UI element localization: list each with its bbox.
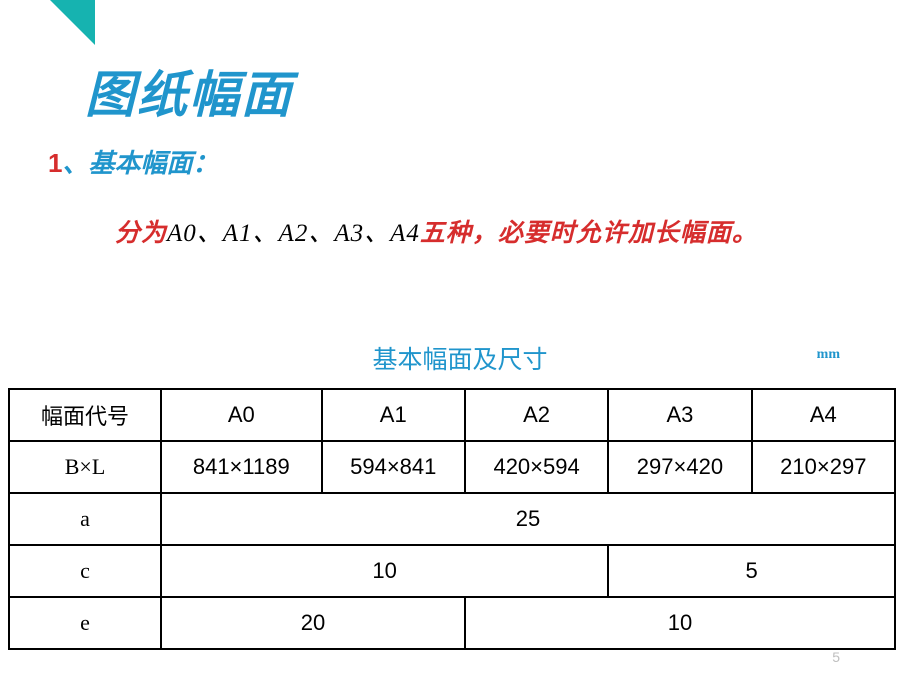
row-label: c (9, 545, 161, 597)
size-table: 幅面代号 A0 A1 A2 A3 A4 B×L 841×1189 594×841… (8, 388, 896, 650)
row-label: a (9, 493, 161, 545)
subtitle-text: 基本幅面： (88, 148, 218, 178)
desc-prefix: 分为 (115, 219, 167, 247)
cell: 20 (161, 597, 465, 649)
desc-list: A0、A1、A2、A3、A4 (167, 220, 420, 247)
cell: 420×594 (465, 441, 608, 493)
table-row: e 20 10 (9, 597, 895, 649)
decor-triangle (30, 0, 95, 45)
cell: 25 (161, 493, 895, 545)
table-row: B×L 841×1189 594×841 420×594 297×420 210… (9, 441, 895, 493)
cell: 5 (608, 545, 895, 597)
subtitle: 1、基本幅面： (48, 143, 219, 180)
col-header: A3 (608, 389, 751, 441)
table-unit: mm (817, 347, 840, 363)
cell: 10 (161, 545, 608, 597)
col-header: A4 (752, 389, 895, 441)
table-title: 基本幅面及尺寸 (0, 340, 920, 376)
subtitle-number: 1 (48, 148, 62, 178)
table-row: a 25 (9, 493, 895, 545)
cell: 841×1189 (161, 441, 322, 493)
header-label: 幅面代号 (9, 389, 161, 441)
col-header: A0 (161, 389, 322, 441)
cell: 297×420 (608, 441, 751, 493)
col-header: A1 (322, 389, 465, 441)
cell: 210×297 (752, 441, 895, 493)
cell: 594×841 (322, 441, 465, 493)
desc-suffix: 五种，必要时允许加长幅面。 (420, 219, 758, 247)
table-row-header: 幅面代号 A0 A1 A2 A3 A4 (9, 389, 895, 441)
table-row: c 10 5 (9, 545, 895, 597)
col-header: A2 (465, 389, 608, 441)
row-label: B×L (9, 441, 161, 493)
page-title: 图纸幅面 (85, 55, 293, 127)
row-label: e (9, 597, 161, 649)
page-number: 5 (832, 649, 840, 665)
cell: 10 (465, 597, 895, 649)
description: 分为A0、A1、A2、A3、A4五种，必要时允许加长幅面。 (115, 213, 758, 249)
subtitle-sep: 、 (62, 148, 88, 178)
